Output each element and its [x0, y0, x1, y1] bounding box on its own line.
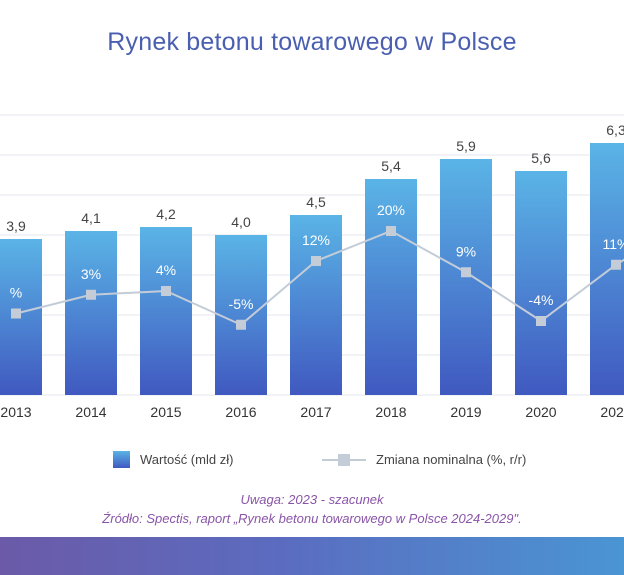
- bar-line-chart: 3,9 2013 4,1 2014 4,2 2015 4,0 2016 4,5 2017 5,4 20…: [0, 114, 624, 420]
- legend-line-label: Zmiana nominalna (%, r/r): [376, 452, 527, 467]
- bar-2017: [290, 215, 342, 395]
- legend-bar-swatch: [113, 451, 130, 468]
- change-marker: [86, 289, 96, 300]
- change-marker: [386, 226, 396, 236]
- x-tick-label: 2019: [450, 404, 481, 420]
- legend-bar-label: Wartość (mld zł): [140, 452, 234, 467]
- note-estimate: Uwaga: 2023 - szacunek: [240, 492, 384, 507]
- change-marker: [536, 316, 546, 326]
- change-value-label: 11%: [603, 236, 624, 252]
- x-tick-label: 2014: [75, 404, 106, 420]
- bar-value-label: 5,6: [531, 150, 551, 166]
- change-marker: [236, 319, 246, 330]
- change-value-label: %: [10, 285, 22, 301]
- notes: Uwaga: 2023 - szacunek Źródło: Spectis, …: [0, 490, 624, 528]
- bar-value-label: 3,9: [6, 218, 26, 234]
- bar-value-label: 5,9: [456, 138, 476, 154]
- x-tick-label: 2013: [0, 404, 31, 420]
- footer-band: [0, 537, 624, 575]
- change-marker: [461, 267, 471, 278]
- bar-2016: [215, 235, 267, 395]
- bar-value-label: 4,0: [231, 214, 251, 230]
- bar-value-label: 5,4: [381, 158, 401, 174]
- change-value-label: -4%: [529, 292, 554, 308]
- bar-value-label: 4,2: [156, 206, 176, 222]
- chart-title: Rynek betonu towarowego w Polsce: [107, 28, 517, 56]
- bar-2018: [365, 179, 417, 395]
- change-value-label: 12%: [302, 232, 330, 248]
- legend-line-marker: [338, 454, 350, 466]
- legend: Wartość (mld zł) Zmiana nominalna (%, r/…: [0, 448, 624, 472]
- change-marker: [311, 256, 321, 266]
- x-tick-label: 2018: [375, 404, 406, 420]
- bar-value-label: 4,1: [81, 210, 101, 226]
- change-line: [15, 229, 624, 326]
- bar-2015: [140, 227, 192, 395]
- x-tick-label: 2020: [525, 404, 556, 420]
- change-value-label: -5%: [229, 296, 254, 312]
- change-marker: [611, 259, 621, 270]
- x-tick-label: 2017: [300, 404, 331, 420]
- bar-2020: [515, 171, 567, 395]
- change-value-label: 20%: [377, 202, 405, 218]
- x-tick-label: 2021: [600, 404, 624, 420]
- bar-value-label: 6,3: [606, 122, 624, 138]
- x-tick-label: 2016: [225, 404, 256, 420]
- bar-2014: [65, 231, 117, 395]
- bar-value-label: 4,5: [306, 194, 326, 210]
- change-marker: [161, 286, 171, 296]
- change-value-label: 9%: [456, 243, 476, 259]
- change-value-label: 4%: [156, 262, 176, 278]
- note-source: Źródło: Spectis, raport „Rynek betonu to…: [102, 511, 522, 526]
- x-tick-label: 2015: [150, 404, 181, 420]
- change-marker: [11, 308, 21, 319]
- change-value-label: 3%: [81, 266, 101, 282]
